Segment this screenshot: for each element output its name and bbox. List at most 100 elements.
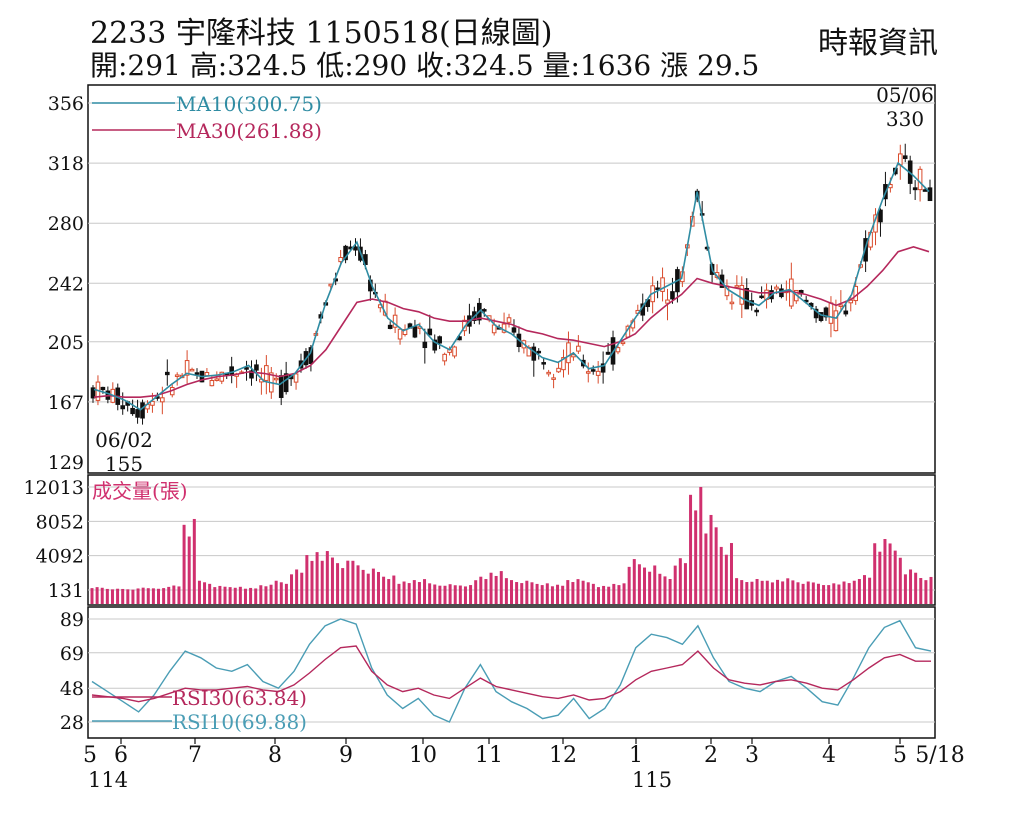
volume-title: 成交量(張) bbox=[92, 479, 188, 503]
x-tick-label: 11 bbox=[475, 743, 503, 768]
volume-bar bbox=[740, 580, 744, 604]
volume-bar bbox=[131, 589, 135, 604]
volume-bar bbox=[735, 578, 739, 604]
volume-bar bbox=[535, 583, 539, 604]
volume-bar bbox=[637, 564, 641, 604]
volume-bar bbox=[765, 580, 769, 604]
volume-bar bbox=[745, 582, 749, 604]
candle-body bbox=[585, 371, 591, 374]
volume-bar bbox=[868, 577, 872, 604]
volume-bar bbox=[254, 588, 258, 604]
volume-bar bbox=[479, 576, 483, 604]
candle-body bbox=[412, 326, 418, 338]
candle-body bbox=[704, 246, 710, 250]
volume-tick-label: 8052 bbox=[36, 511, 84, 533]
volume-bar bbox=[709, 514, 713, 604]
volume-bar bbox=[581, 580, 585, 604]
volume-bar bbox=[315, 552, 319, 604]
volume-bar bbox=[203, 582, 207, 604]
rsi30-legend-label: RSI30(63.84) bbox=[172, 686, 307, 710]
volume-tick-label: 12013 bbox=[24, 477, 84, 499]
candle-body bbox=[655, 287, 660, 291]
candle-body bbox=[501, 323, 507, 333]
volume-bar bbox=[371, 568, 375, 604]
candle-body bbox=[249, 370, 254, 379]
candle-body bbox=[244, 367, 249, 370]
volume-bar bbox=[218, 585, 222, 604]
price-tick-label: 167 bbox=[48, 392, 84, 414]
volume-bar bbox=[443, 585, 447, 604]
candle-body bbox=[189, 368, 195, 372]
volume-bar bbox=[330, 557, 334, 604]
volume-bar bbox=[515, 582, 519, 604]
volume-bar bbox=[699, 487, 703, 604]
candle-body bbox=[442, 353, 447, 362]
volume-bar bbox=[883, 539, 887, 604]
candle-body bbox=[511, 327, 517, 333]
volume-bar bbox=[387, 579, 391, 604]
candle-body bbox=[665, 299, 670, 304]
volume-bar bbox=[791, 580, 795, 604]
volume-bar bbox=[556, 584, 560, 604]
x-tick-label: 9 bbox=[339, 743, 353, 768]
candle-body bbox=[164, 371, 170, 376]
candle-body bbox=[353, 246, 358, 251]
volume-bar bbox=[382, 576, 386, 604]
volume-bar bbox=[724, 554, 728, 604]
volume-bar bbox=[243, 588, 247, 604]
candle-body bbox=[150, 400, 155, 406]
volume-bar bbox=[136, 588, 140, 604]
volume-bar bbox=[177, 586, 181, 604]
volume-bar bbox=[423, 579, 427, 604]
volume-bar bbox=[888, 543, 892, 604]
volume-bar bbox=[770, 582, 774, 604]
candle-body bbox=[660, 277, 665, 292]
volume-bar bbox=[909, 569, 913, 604]
candle-body bbox=[590, 369, 596, 372]
volume-bar bbox=[643, 567, 647, 604]
volume-bar bbox=[366, 573, 370, 604]
volume-bar bbox=[919, 578, 923, 604]
candle-body bbox=[744, 288, 750, 310]
volume-bar bbox=[110, 589, 114, 604]
candle-body bbox=[392, 314, 398, 328]
volume-bar bbox=[510, 580, 513, 604]
volume-bar bbox=[776, 579, 780, 604]
x-tick-label: 5 bbox=[83, 743, 97, 768]
volume-bar bbox=[249, 587, 253, 604]
volume-bar bbox=[146, 588, 150, 604]
candle-body bbox=[927, 187, 933, 202]
volume-bar bbox=[550, 586, 554, 604]
volume-bar bbox=[632, 559, 636, 604]
volume-bar bbox=[832, 583, 836, 604]
rsi-panel-frame bbox=[87, 606, 936, 739]
ma30-legend-label: MA30(261.88) bbox=[176, 119, 322, 143]
candle-body bbox=[561, 357, 566, 371]
candle-body bbox=[615, 347, 621, 353]
candle-body bbox=[427, 328, 433, 336]
volume-bar bbox=[407, 583, 411, 604]
low-date-annotation: 06/02 bbox=[95, 428, 153, 452]
candle-body bbox=[293, 373, 299, 383]
rsi10-legend-label: RSI10(69.88) bbox=[172, 710, 307, 734]
volume-bar bbox=[141, 587, 145, 604]
volume-bar bbox=[504, 578, 508, 604]
volume-bar bbox=[576, 579, 580, 604]
volume-bar bbox=[837, 584, 841, 604]
volume-bar bbox=[105, 588, 109, 604]
volume-bar bbox=[197, 580, 201, 604]
volume-bar bbox=[811, 582, 815, 604]
volume-bar bbox=[305, 555, 309, 604]
volume-bar bbox=[172, 585, 176, 604]
candle-body bbox=[90, 387, 96, 399]
candle-body bbox=[576, 345, 581, 352]
volume-bar bbox=[499, 571, 503, 604]
volume-bar bbox=[484, 579, 488, 604]
volume-bar bbox=[873, 543, 877, 604]
volume-bar bbox=[361, 569, 365, 604]
candle-body bbox=[194, 372, 200, 375]
volume-bar bbox=[295, 569, 299, 604]
candle-body bbox=[387, 324, 393, 329]
volume-bar bbox=[223, 586, 227, 604]
